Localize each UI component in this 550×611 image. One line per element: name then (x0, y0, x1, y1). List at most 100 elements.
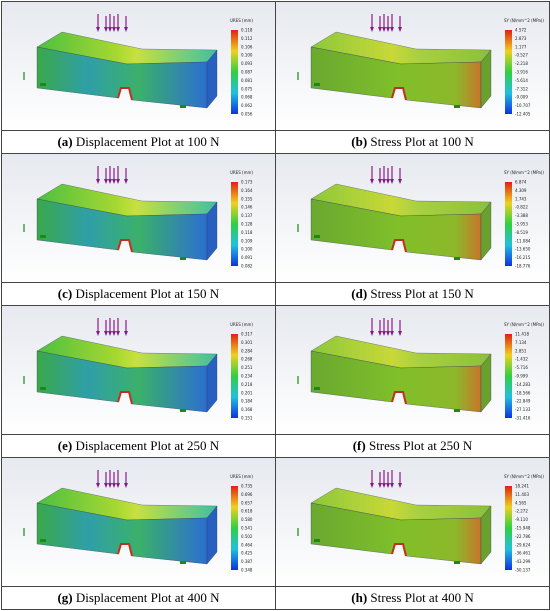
colorbar-title: SY (N/mm^2 (MPa)) (504, 18, 544, 23)
beam-end (480, 505, 492, 565)
caption-text: Displacement Plot at 100 N (75, 134, 220, 149)
colorbar-tick-label: -18.776 (515, 264, 531, 269)
colorbar-tick-label: 11.418 (515, 332, 529, 337)
colorbar (505, 334, 512, 418)
figure-panel: URES (mm) 0.118 0.112 0.106 0.100 0.093 0.087 0… (1, 1, 276, 154)
load-arrow-head (370, 179, 374, 184)
load-arrow-head (116, 27, 120, 32)
beam-end (480, 353, 492, 413)
load-arrow-head (124, 483, 128, 488)
beam-end (206, 505, 218, 565)
colorbar-tick-label: -11.084 (515, 238, 531, 243)
load-arrow-head (104, 27, 108, 32)
caption: (d) Stress Plot at 150 N (276, 282, 549, 305)
panel-label: (a) (57, 134, 73, 149)
colorbar-tick-label: -18.566 (515, 390, 531, 395)
colorbar-tick-label: 0.075 (241, 86, 253, 91)
load-arrow-head (398, 27, 402, 32)
caption: (f) Stress Plot at 250 N (276, 434, 549, 457)
colorbar-tick-label: 0.201 (241, 390, 253, 395)
colorbar-tick-label: 0.093 (241, 61, 253, 66)
colorbar-tick-label: 0.657 (241, 500, 253, 505)
fea-plot: URES (mm) 0.317 0.301 0.284 0.268 0.251 0.234 0… (2, 306, 275, 434)
colorbar-tick-label: 2.873 (515, 36, 527, 41)
load-arrow-head (370, 27, 374, 32)
colorbar-tick-label: 0.284 (241, 348, 253, 353)
caption: (c) Displacement Plot at 150 N (2, 282, 275, 305)
colorbar-tick-label: -3.388 (515, 213, 528, 218)
notch-hot (391, 543, 407, 557)
notch-hot (117, 239, 133, 253)
fixture (314, 387, 320, 390)
beam-end (206, 353, 218, 413)
load-arrow-head (378, 179, 382, 184)
notch-hot (391, 87, 407, 101)
load-arrow-head (390, 27, 394, 32)
figure-panel: SY (N/mm^2 (MPa)) 6.874 4.309 1.743 -0.822 -3… (275, 153, 550, 306)
notch-hot (117, 543, 133, 557)
colorbar-tick-label: 18.241 (515, 484, 529, 489)
colorbar-tick-label: 0.081 (241, 78, 253, 83)
caption-text: Stress Plot at 150 N (370, 286, 474, 301)
colorbar-tick-label: 0.425 (241, 551, 253, 556)
panel-label: (c) (57, 286, 73, 301)
colorbar-tick-label: -36.461 (515, 551, 531, 556)
load-arrow-head (124, 331, 128, 336)
caption: (b) Stress Plot at 100 N (276, 130, 549, 153)
load-arrow-head (112, 331, 116, 336)
load-arrow-head (96, 27, 100, 32)
load-arrow-head (108, 179, 112, 184)
colorbar-tick-label: -31.416 (515, 416, 531, 421)
colorbar-tick-label: 0.087 (241, 70, 253, 75)
colorbar-tick-label: 0.151 (241, 416, 253, 421)
fea-plot: SY (N/mm^2 (MPa)) 18.241 11.403 4.565 -2.272… (276, 458, 549, 586)
colorbar (505, 486, 512, 570)
figure-panel: SY (N/mm^2 (MPa)) 4.572 2.873 1.177 -0.527 -2… (275, 1, 550, 154)
colorbar-tick-label: 0.146 (241, 205, 253, 210)
colorbar-tick-label: 0.618 (241, 509, 253, 514)
colorbar-tick-label: -9.009 (515, 95, 528, 100)
colorbar-title: SY (N/mm^2 (MPa)) (504, 170, 544, 175)
load-arrow-head (378, 483, 382, 488)
colorbar-tick-label: -5.716 (515, 365, 528, 370)
load-arrow-head (398, 179, 402, 184)
load-arrow-head (398, 483, 402, 488)
colorbar-tick-label: 0.696 (241, 492, 253, 497)
colorbar-tick-label: -2.218 (515, 61, 528, 66)
colorbar-tick-label: -12.405 (515, 112, 531, 117)
colorbar-tick-label: 0.301 (241, 340, 253, 345)
colorbar-tick-label: -0.822 (515, 205, 528, 210)
colorbar-tick-label: -1.432 (515, 357, 528, 362)
colorbar-tick-label: 0.082 (241, 264, 253, 269)
load-arrow-head (112, 483, 116, 488)
notch-hot (117, 87, 133, 101)
colorbar-tick-label: -8.519 (515, 230, 528, 235)
colorbar (231, 486, 238, 570)
caption-text: Displacement Plot at 250 N (75, 438, 220, 453)
panel-label: (d) (351, 286, 368, 301)
colorbar-tick-label: -43.299 (515, 559, 531, 564)
figure-panel: URES (mm) 0.173 0.164 0.155 0.146 0.137 0.128 0… (1, 153, 276, 306)
colorbar-tick-label: -9.110 (515, 517, 528, 522)
colorbar-tick-label: 0.118 (241, 230, 253, 235)
caption: (g) Displacement Plot at 400 N (2, 586, 275, 609)
fea-plot: URES (mm) 0.173 0.164 0.155 0.146 0.137 0.128 0… (2, 154, 275, 282)
colorbar (505, 30, 512, 114)
colorbar-tick-label: 0.155 (241, 196, 253, 201)
caption: (a) Displacement Plot at 100 N (2, 130, 275, 153)
colorbar-tick-label: 6.874 (515, 180, 527, 185)
figure-panel: SY (N/mm^2 (MPa)) 11.418 7.134 2.851 -1.432 -… (275, 305, 550, 458)
load-arrow-head (104, 483, 108, 488)
load-arrow-head (96, 483, 100, 488)
colorbar-tick-label: 0.735 (241, 484, 253, 489)
colorbar-tick-label: 0.251 (241, 365, 253, 370)
fixture (314, 235, 320, 238)
colorbar-tick-label: -2.272 (515, 509, 528, 514)
colorbar-tick-label: 0.062 (241, 103, 253, 108)
colorbar-tick-label: 0.100 (241, 247, 253, 252)
fea-plot: URES (mm) 0.735 0.696 0.657 0.618 0.580 0.541 0… (2, 458, 275, 586)
load-arrow-head (386, 483, 390, 488)
load-arrow-head (390, 179, 394, 184)
colorbar-tick-label: 1.743 (515, 196, 527, 201)
